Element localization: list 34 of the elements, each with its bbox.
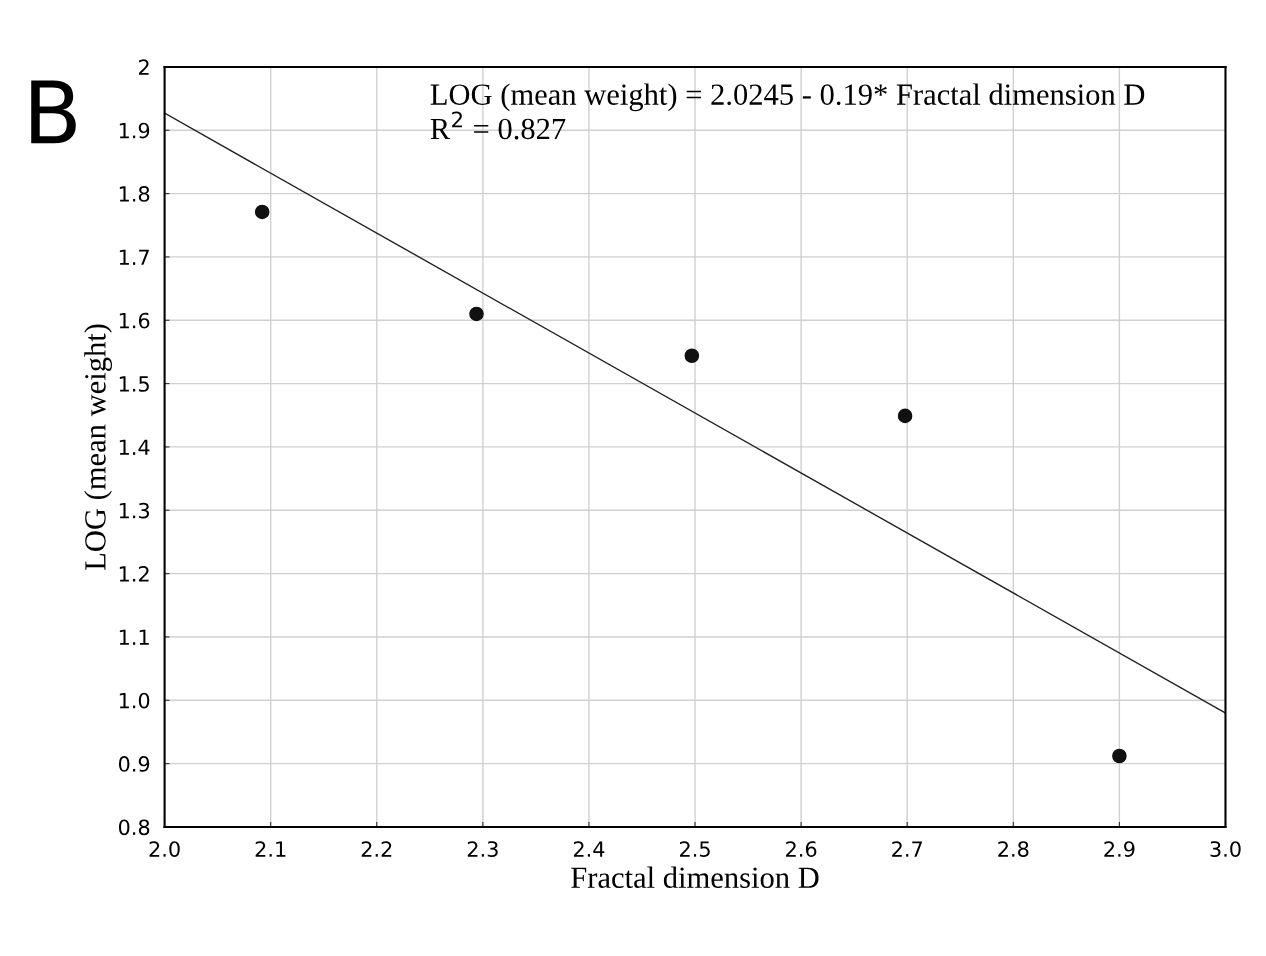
text: B [31,80,76,144]
y-tick-label: 1.3 [119,502,150,519]
annotation: LOG (mean weight) = 2.0245 - 0.19* Fractal dimension D [430,83,1145,112]
y-tick-label: 1.6 [119,312,150,329]
point [684,348,700,364]
point [1112,748,1127,764]
x-tick-label: 2.6 [786,841,817,857]
point [254,204,270,220]
x-axis-title: Fractal dimension D [571,866,819,889]
point [469,306,484,322]
x-tick-label: 2.2 [361,841,392,857]
annotation: R$^{2}$ = 0.827 [430,111,566,140]
x-tick-label: 2.9 [1104,841,1135,857]
y-tick-label: 1.2 [119,566,149,582]
y-tick-label: 1.5 [119,376,149,392]
x-tick-label: 2.0 [149,841,180,857]
y-tick-label: 1.1 [119,629,149,645]
y-tick-label: 0.9 [118,756,150,772]
x-tick-label: 3.0 [1210,841,1241,857]
y-tick-label: 1.7 [119,249,149,265]
x-tick-label: 2.7 [892,841,922,857]
y-tick-label: 1.0 [119,692,150,709]
x-tick-label: 2.8 [998,841,1029,857]
y-tick-label: 0.8 [118,819,150,836]
y-tick-label: 2 [138,59,149,75]
y-axis-title: LOG (mean weight) [84,324,112,570]
y-tick-label: 1.9 [119,122,150,139]
x-tick-label: 2.4 [573,841,605,857]
x-tick-label: 2.1 [255,841,286,857]
x-tick-label: 2.3 [467,841,498,857]
x-tick-label: 2.5 [679,841,710,857]
y-tick-label: 1.8 [119,186,150,202]
y-tick-label: 1.4 [119,439,150,455]
point [897,408,913,424]
